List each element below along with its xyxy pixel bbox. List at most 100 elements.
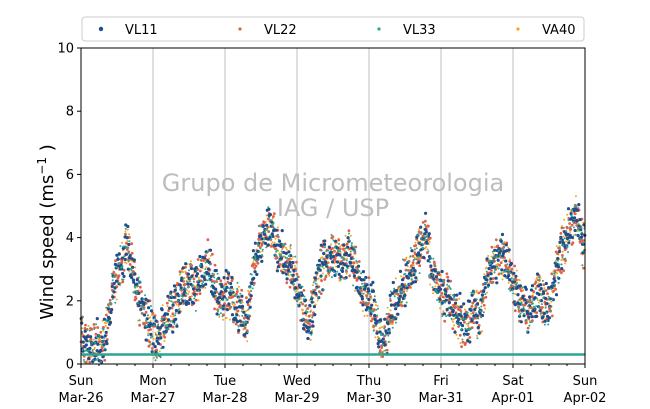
point-VL22 xyxy=(520,289,523,293)
point-VL33 xyxy=(219,312,222,315)
point-VL33 xyxy=(289,271,292,273)
point-VL11 xyxy=(153,345,157,349)
point-VL33 xyxy=(578,229,581,232)
point-VL11 xyxy=(505,249,509,253)
point-VL33 xyxy=(536,279,539,282)
point-VL11 xyxy=(175,324,179,328)
point-VL33 xyxy=(102,328,105,331)
point-VL11 xyxy=(230,313,235,317)
point-VL11 xyxy=(209,274,213,278)
point-VL33 xyxy=(469,328,472,331)
point-VL33 xyxy=(255,259,258,262)
point-VL33 xyxy=(188,269,190,272)
point-VL33 xyxy=(144,324,147,327)
point-VL33 xyxy=(211,272,214,275)
point-VL33 xyxy=(170,295,173,298)
point-VL33 xyxy=(413,248,416,251)
point-VL22 xyxy=(471,311,475,315)
point-VL11 xyxy=(286,265,290,269)
point-VL11 xyxy=(156,326,160,330)
point-VL22 xyxy=(227,296,231,299)
point-VL11 xyxy=(398,269,403,273)
point-VL33 xyxy=(356,268,359,271)
point-VA40 xyxy=(363,315,366,317)
point-VA40 xyxy=(292,285,295,287)
point-VL11 xyxy=(112,290,116,294)
point-VL33 xyxy=(158,328,161,331)
point-VA40 xyxy=(457,337,460,340)
point-VL11 xyxy=(226,276,230,280)
point-VL11 xyxy=(242,310,246,314)
legend: VL11 VL22 VL33 VA40 xyxy=(81,16,585,42)
point-VL33 xyxy=(549,309,552,312)
point-VA40 xyxy=(475,291,478,294)
point-VA40 xyxy=(453,324,456,327)
point-VL22 xyxy=(184,265,188,269)
point-VL22 xyxy=(327,272,331,275)
point-VA40 xyxy=(274,237,277,240)
point-VL22 xyxy=(92,323,96,326)
point-VL11 xyxy=(214,268,218,273)
point-VL33 xyxy=(141,304,144,307)
point-VA40 xyxy=(487,255,490,257)
point-VL22 xyxy=(301,302,304,306)
point-VL11 xyxy=(115,253,119,257)
point-VL33 xyxy=(159,334,162,337)
point-VL33 xyxy=(307,320,310,323)
point-VL33 xyxy=(511,289,514,292)
point-VL22 xyxy=(100,346,104,350)
point-VL33 xyxy=(415,258,418,261)
point-VL11 xyxy=(516,293,520,297)
point-VL33 xyxy=(431,286,434,289)
point-VL33 xyxy=(155,356,158,359)
point-VL33 xyxy=(243,325,246,328)
point-VL11 xyxy=(160,308,164,312)
point-VL11 xyxy=(545,302,549,306)
point-VL33 xyxy=(349,250,352,253)
point-VL22 xyxy=(124,232,127,236)
point-VL33 xyxy=(449,288,452,290)
point-VL33 xyxy=(462,317,465,320)
point-VL11 xyxy=(323,260,328,264)
point-VL33 xyxy=(551,283,554,286)
point-VL33 xyxy=(88,329,91,332)
point-VL33 xyxy=(119,245,122,248)
point-VL33 xyxy=(326,264,329,267)
point-VL33 xyxy=(308,332,310,335)
point-VL11 xyxy=(397,297,401,301)
point-VL22 xyxy=(494,238,498,242)
point-VL22 xyxy=(380,346,384,349)
point-VA40 xyxy=(209,254,212,257)
point-VL33 xyxy=(516,305,519,308)
point-VL22 xyxy=(470,326,474,330)
point-VL11 xyxy=(553,279,557,283)
point-VL11 xyxy=(581,251,585,255)
point-VL22 xyxy=(295,272,299,276)
point-VL33 xyxy=(472,292,475,295)
x-tick-label-day: Sat xyxy=(502,374,523,389)
point-VL33 xyxy=(260,232,263,234)
point-VA40 xyxy=(486,291,488,294)
point-VL11 xyxy=(267,207,271,211)
point-VL11 xyxy=(371,289,375,293)
point-VL11 xyxy=(323,239,327,243)
point-VL11 xyxy=(122,274,126,278)
point-VL33 xyxy=(489,259,492,262)
point-VL11 xyxy=(542,311,547,316)
point-VL11 xyxy=(462,302,466,306)
point-VL33 xyxy=(376,314,379,317)
point-VL11 xyxy=(480,293,484,297)
point-VL11 xyxy=(509,261,513,266)
x-tick-label-date: Mar-29 xyxy=(275,391,320,406)
point-VL11 xyxy=(458,291,462,295)
point-VL33 xyxy=(343,257,346,260)
point-VL11 xyxy=(432,277,436,281)
point-VL33 xyxy=(417,255,420,258)
point-VL33 xyxy=(262,241,265,244)
point-VA40 xyxy=(184,270,187,273)
point-VL33 xyxy=(352,284,355,287)
point-VA40 xyxy=(374,336,377,339)
point-VL11 xyxy=(132,280,136,284)
point-VL33 xyxy=(569,226,572,229)
point-VA40 xyxy=(170,315,172,318)
